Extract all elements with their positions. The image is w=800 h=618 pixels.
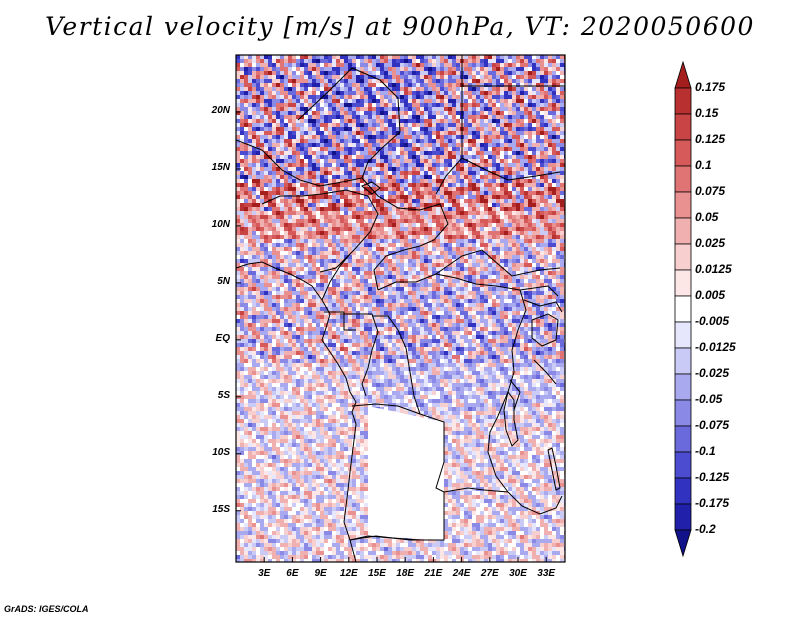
lon-label: 30E [509, 568, 527, 579]
colorbar-box [674, 191, 692, 219]
colorbar-box [674, 347, 692, 375]
colorbar-box [674, 373, 692, 401]
lon-label: 24E [452, 568, 471, 579]
border-chad-sudan [361, 177, 449, 291]
lon-label: 21E [424, 568, 443, 579]
colorbar-box [674, 60, 692, 89]
colorbar-box [674, 451, 692, 479]
border-angola-namibia [349, 535, 444, 541]
border-ethiopia [461, 157, 561, 181]
colorbar-level-label: 0.125 [695, 132, 726, 146]
colorbar-level-label: -0.125 [695, 470, 730, 484]
border-car-south [377, 273, 559, 297]
lake-chad [361, 181, 381, 195]
border-burundi [509, 379, 521, 411]
colorbar-box [674, 321, 692, 349]
coastline [236, 261, 357, 562]
border-gabon [324, 311, 356, 331]
lat-label: 15S [212, 503, 230, 515]
lat-label: 5N [217, 275, 230, 287]
lat-label: 10S [212, 446, 230, 458]
chart-title: Vertical velocity [m/s] at 900hPa, VT: 2… [45, 12, 755, 41]
border-mozambique [507, 491, 563, 515]
lake-victoria [531, 313, 559, 347]
colorbar-box [674, 399, 692, 427]
lon-label: 15E [368, 568, 386, 579]
lake-tanganyika [503, 390, 519, 447]
border-uganda [523, 299, 563, 313]
footer-credit: GrADS: IGES/COLA [4, 604, 89, 614]
border-zambia [349, 492, 445, 541]
border-south-sudan [435, 249, 561, 277]
colorbar-box [674, 113, 692, 141]
colorbar-level-label: 0.025 [695, 236, 726, 250]
colorbar-level-label: 0.005 [695, 288, 726, 302]
colorbar-level-label: -0.175 [695, 496, 730, 510]
colorbar-box [674, 477, 692, 505]
colorbar-box [674, 139, 692, 167]
border-libya-east [435, 55, 463, 195]
colorbar-box [674, 87, 692, 115]
country-borders [236, 55, 565, 562]
colorbar-box [674, 243, 692, 271]
border-tanzania [533, 359, 557, 385]
lake-malawi [547, 447, 561, 491]
border-congo [372, 315, 421, 415]
colorbar-box [674, 529, 692, 558]
lon-label: 9E [314, 568, 327, 579]
colorbar-level-label: -0.0125 [695, 340, 736, 354]
colorbar-box [674, 217, 692, 245]
lat-label: 10N [211, 218, 230, 230]
velocity-field [236, 55, 565, 562]
border-algeria-mali [236, 139, 363, 187]
lon-label: 27E [480, 568, 499, 579]
colorbar-level-label: 0.15 [695, 106, 719, 120]
border-niger-chad [297, 67, 401, 179]
border-angola [351, 403, 509, 493]
lat-label: 20N [211, 104, 230, 116]
colorbar-level-label: 0.0125 [695, 262, 732, 276]
lon-label: 3E [258, 568, 271, 579]
lat-label: EQ [215, 332, 230, 344]
lon-label: 33E [537, 568, 556, 579]
lon-label: 6E [286, 568, 299, 579]
colorbar-level-label: -0.2 [695, 522, 716, 536]
colorbar-level-label: -0.1 [695, 444, 716, 458]
colorbar-box [674, 269, 692, 297]
colorbar-level-label: 0.075 [695, 184, 726, 198]
border-cameroon [321, 253, 351, 301]
lon-label: 12E [339, 568, 358, 579]
lon-label: 18E [396, 568, 415, 579]
map-frame [235, 54, 566, 563]
colorbar-box [674, 295, 692, 323]
axis-ticks [236, 111, 547, 562]
colorbar-level-label: -0.005 [695, 314, 730, 328]
lat-label: 15N [211, 161, 230, 173]
border-drc-west [340, 313, 379, 397]
lat-label: 5S [217, 389, 230, 401]
colorbar-level-label: 0.175 [695, 80, 726, 94]
masked-area [368, 406, 444, 540]
colorbar-box [674, 425, 692, 453]
colorbar-level-label: 0.1 [695, 158, 712, 172]
colorbar-box [674, 165, 692, 193]
colorbar-level-label: -0.075 [695, 418, 730, 432]
colorbar-level-label: -0.025 [695, 366, 730, 380]
colorbar-box [674, 503, 692, 531]
colorbar-level-label: -0.05 [695, 392, 723, 406]
colorbar-level-label: 0.05 [695, 210, 719, 224]
